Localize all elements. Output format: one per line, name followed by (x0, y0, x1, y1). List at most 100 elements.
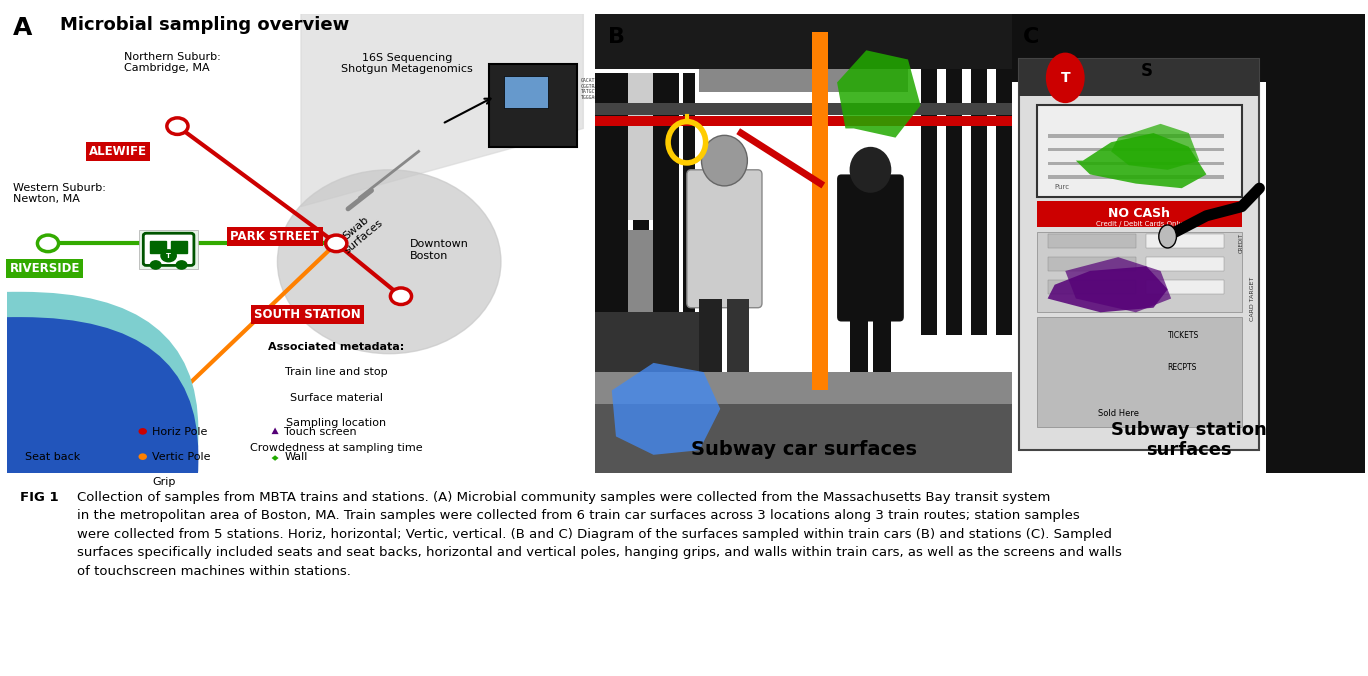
Bar (1048, 134, 1224, 138)
Text: T: T (166, 253, 171, 259)
Circle shape (176, 261, 187, 269)
Text: RECPTS: RECPTS (1168, 363, 1197, 372)
Bar (1048, 162, 1224, 165)
Text: C: C (1023, 27, 1040, 47)
Polygon shape (1048, 266, 1168, 312)
Circle shape (138, 479, 146, 485)
Text: NO CASh: NO CASh (1108, 208, 1171, 220)
Bar (1012, 14, 1365, 82)
Polygon shape (837, 50, 921, 138)
Text: Collection of samples from MBTA trains and stations. (A) Microbial community sam: Collection of samples from MBTA trains a… (77, 491, 1122, 577)
Bar (1037, 201, 1242, 227)
Bar (699, 69, 908, 92)
Text: S: S (1141, 62, 1152, 80)
Circle shape (138, 454, 146, 460)
Text: FOREST HILLS: FOREST HILLS (92, 414, 186, 427)
Bar (595, 381, 687, 404)
FancyBboxPatch shape (837, 174, 904, 322)
Text: Western Suburb:
Newton, MA: Western Suburb: Newton, MA (12, 183, 105, 204)
Bar (595, 103, 1012, 115)
Bar (726, 299, 750, 372)
Text: B: B (607, 27, 625, 47)
Circle shape (167, 118, 187, 135)
Text: CREDIT: CREDIT (1239, 233, 1245, 254)
FancyBboxPatch shape (503, 76, 549, 107)
Circle shape (167, 387, 187, 404)
Bar (1048, 280, 1135, 294)
Bar (595, 372, 1012, 404)
Bar (1048, 257, 1135, 271)
Text: Subway station
surfaces: Subway station surfaces (1111, 420, 1267, 460)
Bar (683, 73, 695, 312)
Bar (1146, 234, 1224, 248)
Bar (595, 73, 628, 312)
Circle shape (702, 135, 747, 186)
Polygon shape (1111, 124, 1200, 170)
Text: Wall: Wall (285, 452, 308, 462)
Text: Train line and stop: Train line and stop (285, 368, 387, 377)
Circle shape (390, 288, 412, 304)
Bar (1019, 59, 1260, 450)
Bar (699, 299, 722, 372)
Text: Seat: Seat (26, 427, 51, 437)
Text: Horiz Pole: Horiz Pole (152, 427, 208, 437)
FancyBboxPatch shape (490, 64, 577, 147)
Bar (1267, 14, 1365, 473)
Bar (945, 69, 962, 335)
Bar (1146, 257, 1224, 271)
FancyBboxPatch shape (0, 292, 198, 575)
Text: T: T (1060, 71, 1070, 85)
Text: Crowdedness at sampling time: Crowdedness at sampling time (250, 443, 423, 454)
Text: GACATTAGGSA
CGGTRAGCTGA
TATGCTAGGTT
TGGGACCTAAA: GACATTAGGSA CGGTRAGCTGA TATGCTAGGTT TGGG… (580, 78, 611, 100)
Circle shape (1047, 53, 1085, 103)
Circle shape (150, 261, 161, 269)
Bar (595, 14, 1012, 69)
Bar (628, 230, 654, 312)
Text: Associated metadata:: Associated metadata: (268, 342, 405, 352)
Polygon shape (301, 14, 583, 207)
Bar (1146, 280, 1224, 294)
Text: A: A (12, 16, 31, 40)
Bar (1048, 234, 1135, 248)
Polygon shape (271, 455, 279, 461)
Ellipse shape (278, 170, 501, 354)
Bar (595, 312, 699, 381)
Text: Southwestern
Neighborhood
of Boston: Southwestern Neighborhood of Boston (12, 304, 92, 337)
Bar (996, 69, 1012, 335)
Polygon shape (1066, 257, 1171, 312)
Bar (873, 312, 892, 372)
Text: CARD TARGET: CARD TARGET (1250, 276, 1254, 320)
FancyBboxPatch shape (0, 317, 198, 600)
Text: PARK STREET: PARK STREET (230, 230, 319, 243)
Text: Sold Here: Sold Here (1097, 409, 1138, 418)
Bar (813, 32, 828, 391)
Polygon shape (271, 427, 279, 434)
Bar (970, 69, 988, 335)
Bar (595, 116, 1012, 126)
Text: Northern Suburb:
Cambridge, MA: Northern Suburb: Cambridge, MA (124, 51, 222, 73)
Text: Grip: Grip (152, 477, 175, 487)
FancyBboxPatch shape (687, 170, 762, 308)
Bar (1019, 59, 1260, 96)
FancyBboxPatch shape (150, 241, 167, 253)
Text: Credit / Debit Cards Only: Credit / Debit Cards Only (1096, 221, 1183, 227)
Text: Surface material: Surface material (290, 393, 383, 403)
Bar (1048, 148, 1224, 151)
Circle shape (161, 250, 176, 262)
Circle shape (37, 235, 59, 251)
Circle shape (1159, 225, 1176, 248)
Text: Sampling location: Sampling location (286, 418, 386, 428)
Text: Subway car surfaces: Subway car surfaces (691, 440, 917, 460)
FancyBboxPatch shape (144, 233, 194, 266)
Circle shape (138, 428, 146, 435)
Text: RIVERSIDE: RIVERSIDE (10, 262, 81, 275)
Bar (1037, 105, 1242, 197)
Text: Microbial sampling overview: Microbial sampling overview (60, 16, 349, 34)
Circle shape (850, 147, 892, 193)
Text: Swab
surfaces: Swab surfaces (335, 209, 384, 256)
FancyBboxPatch shape (140, 230, 198, 268)
Text: Vertic Pole: Vertic Pole (152, 452, 211, 462)
Bar (921, 69, 937, 335)
Bar (850, 312, 869, 372)
Bar (632, 73, 650, 312)
